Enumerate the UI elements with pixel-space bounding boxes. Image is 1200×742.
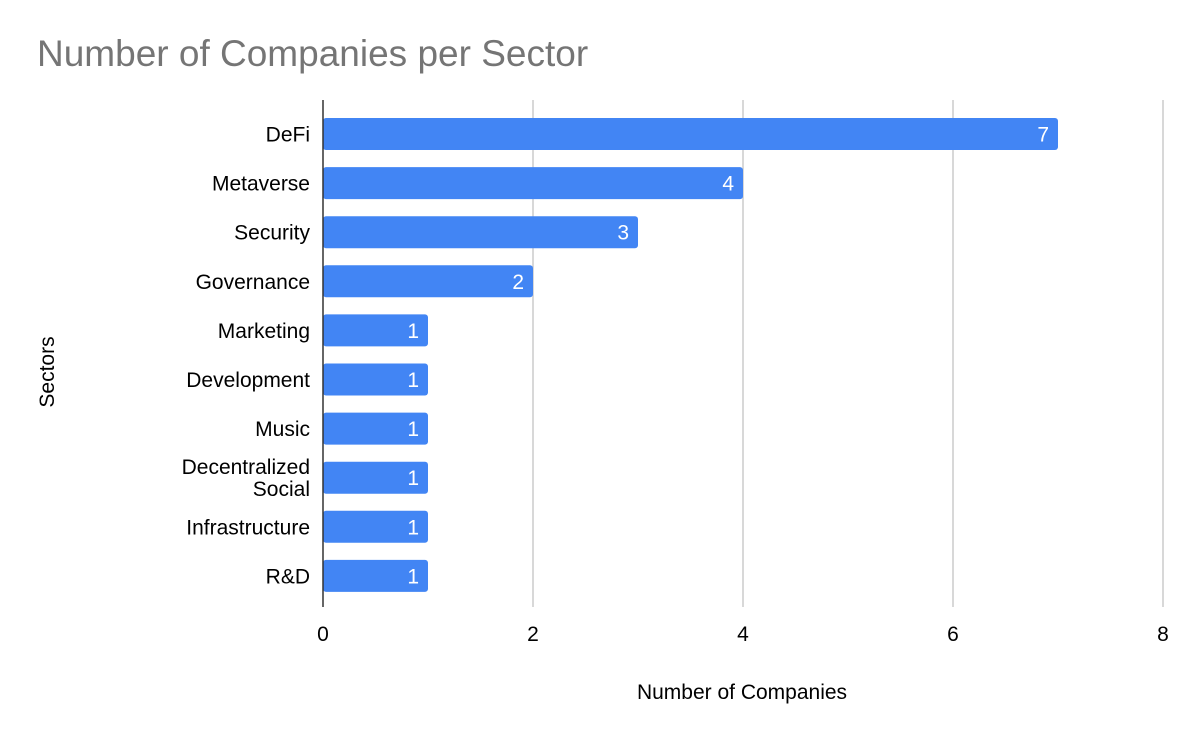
bar-7 (323, 461, 428, 494)
category-label-5: Development (186, 369, 310, 392)
x-tick-labels: 0 2 4 6 8 (317, 623, 1169, 646)
bar-8 (323, 510, 428, 543)
bar-5 (323, 363, 428, 396)
x-axis-title: Number of Companies (637, 681, 847, 704)
bar-value-label-6: 1 (407, 418, 419, 441)
bar-3 (323, 265, 533, 298)
x-tick-label-8: 8 (1157, 623, 1169, 646)
category-label-1: Metaverse (212, 173, 310, 196)
category-label-6: Music (255, 418, 310, 441)
bar-4 (323, 314, 428, 347)
bars: 7 4 3 2 1 1 1 1 1 1 (323, 118, 1058, 592)
bar-value-label-8: 1 (407, 516, 419, 539)
bar-value-label-2: 3 (617, 222, 629, 245)
bar-6 (323, 412, 428, 445)
x-tick-label-4: 4 (737, 623, 749, 646)
category-label-8: Infrastructure (186, 516, 310, 539)
chart-title: Number of Companies per Sector (37, 33, 589, 74)
bar-value-label-7: 1 (407, 467, 419, 490)
category-label-0: DeFi (266, 124, 310, 147)
bar-value-label-9: 1 (407, 565, 419, 588)
bar-value-label-5: 1 (407, 369, 419, 392)
bar-1 (323, 167, 743, 200)
bar-2 (323, 216, 638, 249)
bar-value-label-3: 2 (512, 271, 524, 294)
x-tick-label-0: 0 (317, 623, 329, 646)
category-label-4: Marketing (218, 320, 310, 343)
bar-9 (323, 559, 428, 592)
category-label-3: Governance (196, 271, 310, 294)
bar-0 (323, 118, 1058, 150)
bar-value-label-4: 1 (407, 320, 419, 343)
category-label-7: Decentralized Social (182, 456, 310, 501)
x-tick-label-6: 6 (947, 623, 959, 646)
category-label-2: Security (234, 222, 310, 245)
bar-value-label-1: 4 (722, 173, 734, 196)
x-tick-label-2: 2 (527, 623, 539, 646)
category-labels: DeFi Metaverse Security Governance Marketing… (182, 124, 311, 589)
y-axis-title: Sectors (36, 336, 59, 407)
bar-value-label-0: 7 (1037, 124, 1049, 147)
category-label-9: R&D (266, 565, 310, 588)
